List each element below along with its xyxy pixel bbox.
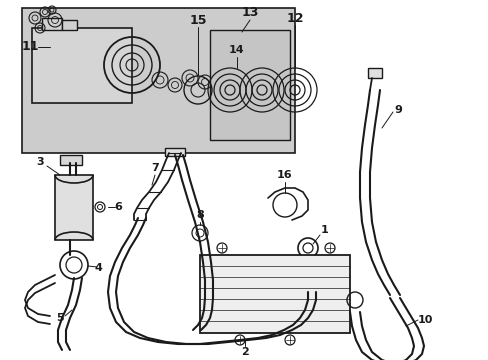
Text: 11: 11: [21, 40, 39, 54]
Text: 7: 7: [151, 163, 159, 173]
Text: 6: 6: [114, 202, 122, 212]
Bar: [367, 68, 381, 78]
Text: 10: 10: [416, 315, 432, 325]
Text: 2: 2: [241, 347, 248, 357]
Bar: [55, 175, 93, 240]
Text: 14: 14: [229, 45, 244, 55]
Text: 16: 16: [277, 170, 292, 180]
Text: 13: 13: [241, 5, 258, 18]
Bar: [32, 28, 132, 103]
Text: 15: 15: [189, 13, 206, 27]
Text: 8: 8: [196, 210, 203, 220]
Bar: [164, 148, 184, 156]
Bar: [209, 30, 289, 140]
Bar: [22, 8, 294, 153]
Text: 12: 12: [285, 12, 303, 24]
Bar: [200, 255, 349, 333]
Text: 5: 5: [56, 313, 63, 323]
Bar: [62, 20, 77, 30]
Text: 9: 9: [393, 105, 401, 115]
Text: 4: 4: [94, 263, 102, 273]
Bar: [42, 18, 62, 30]
Text: 1: 1: [321, 225, 328, 235]
Bar: [60, 155, 82, 165]
Text: 3: 3: [36, 157, 44, 167]
